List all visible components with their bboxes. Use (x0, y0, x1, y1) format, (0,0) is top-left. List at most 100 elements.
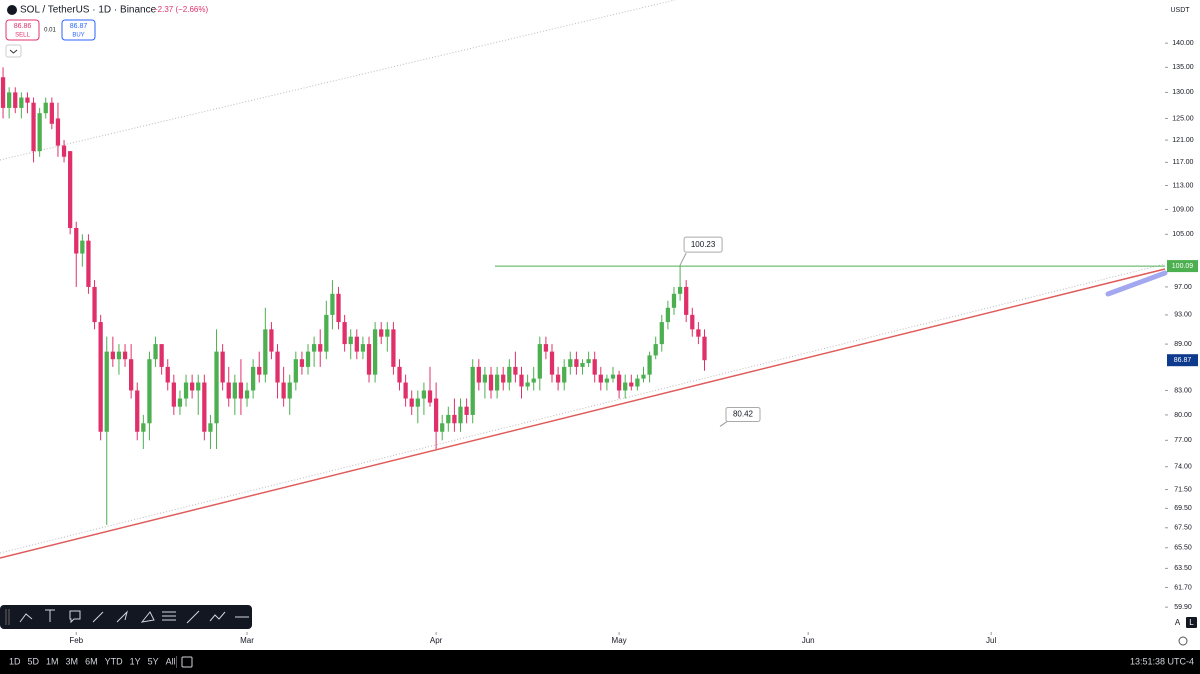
range-button[interactable]: 1Y (130, 656, 141, 666)
candle-body (43, 102, 48, 114)
candle-body (269, 329, 274, 352)
x-tick-label: Apr (430, 636, 443, 645)
candle-body (7, 92, 12, 108)
collapse-button[interactable] (5, 44, 22, 58)
y-tick-label: 83.00 (1174, 387, 1192, 394)
tool-icons[interactable] (19, 609, 249, 624)
y-tick-label: 80.00 (1174, 412, 1192, 419)
range-button[interactable]: 5D (28, 656, 40, 666)
candle-body (330, 293, 335, 315)
candle-body (311, 344, 317, 352)
callout-box (725, 406, 761, 422)
chevron (9, 49, 18, 54)
callout-pointer (679, 252, 687, 266)
candle-body (196, 382, 201, 391)
candle-body (98, 322, 103, 432)
candle-body (165, 366, 170, 383)
candle-body (25, 97, 30, 103)
buy-button[interactable] (61, 19, 96, 41)
y-tick-label: 109.00 (1172, 206, 1194, 213)
range-button[interactable]: 3M (66, 656, 79, 666)
candle-body (147, 359, 152, 424)
range-button[interactable]: 1M (46, 656, 59, 666)
bottom-bar (0, 650, 1200, 674)
y-tick-label: 97.00 (1174, 284, 1192, 291)
candle-body (501, 374, 506, 383)
y-tick-label: 135.00 (1172, 64, 1194, 71)
range-button[interactable]: 1D (9, 656, 21, 666)
candle-body (92, 286, 97, 323)
candle-body (665, 307, 671, 323)
change: −2.37 (−2.66%) (153, 5, 208, 14)
candle-body (360, 344, 366, 352)
candle-body (336, 293, 341, 323)
candle-body (635, 378, 640, 387)
candle-body (580, 363, 585, 367)
log-button[interactable] (1186, 617, 1197, 628)
range-button[interactable]: All (166, 656, 176, 666)
y-tick-label: 130.00 (1172, 89, 1194, 96)
x-tick-label: Mar (240, 636, 254, 645)
settings-icon[interactable] (1178, 636, 1188, 646)
sell-button[interactable] (5, 19, 40, 41)
candle-body (366, 344, 372, 375)
level-tag (1167, 260, 1198, 273)
candle-body (232, 382, 237, 399)
candle-body (55, 118, 61, 146)
range-button[interactable]: 6M (85, 656, 98, 666)
candle-body (494, 374, 500, 391)
candle-body (629, 382, 634, 387)
candle-body (74, 227, 79, 254)
candle-body (299, 359, 305, 367)
candle-body (562, 366, 567, 383)
lower-channel (0, 263, 1166, 554)
candle-body (586, 359, 591, 364)
candle-body (257, 366, 262, 375)
candle-body (129, 359, 134, 391)
candle-body (13, 92, 18, 108)
y-tick-label: 117.00 (1173, 159, 1194, 166)
candle-body (677, 286, 683, 294)
candle-body (647, 355, 652, 375)
candle-body (135, 390, 140, 432)
candle-body (153, 344, 158, 360)
candle-body (202, 382, 207, 432)
candle-body (281, 382, 286, 399)
y-tick-label: 61.70 (1174, 584, 1192, 591)
last-price-label: 86.87 (1174, 357, 1192, 364)
candle-body (702, 336, 707, 361)
symbol-icon (7, 5, 17, 15)
candle-body (141, 423, 146, 432)
candle-body (519, 374, 524, 387)
candle-body (659, 322, 664, 345)
x-tick-label: May (612, 636, 627, 645)
candle-body (86, 240, 91, 287)
candle-body (189, 382, 195, 391)
range-button[interactable]: YTD (105, 656, 124, 666)
auto-button[interactable] (1172, 617, 1183, 628)
calendar-icon[interactable] (181, 656, 193, 668)
candle-body (305, 351, 311, 367)
low-callout: 80.42 (733, 410, 754, 419)
candle-body (275, 351, 280, 383)
candle-body (610, 374, 616, 379)
candle-body (623, 382, 628, 391)
y-tick-label: 121.00 (1172, 137, 1194, 144)
candle-body (159, 344, 164, 367)
candle-body (616, 374, 622, 391)
y-tick-label: 63.50 (1174, 565, 1192, 572)
candle-body (470, 366, 475, 415)
y-tick-label: 65.50 (1174, 545, 1192, 552)
candle-body (458, 406, 463, 424)
candle-body (177, 398, 183, 407)
candle-body (324, 314, 329, 352)
candle-body (415, 398, 420, 407)
y-tick-label: 77.00 (1174, 437, 1192, 444)
y-tick-label: 89.00 (1174, 341, 1192, 348)
upper-channel (0, 0, 676, 161)
y-tick-label: 113.00 (1173, 182, 1194, 189)
candle-body (379, 329, 384, 337)
candle-body (214, 351, 219, 424)
candle-body (507, 366, 512, 383)
range-button[interactable]: 5Y (148, 656, 159, 666)
